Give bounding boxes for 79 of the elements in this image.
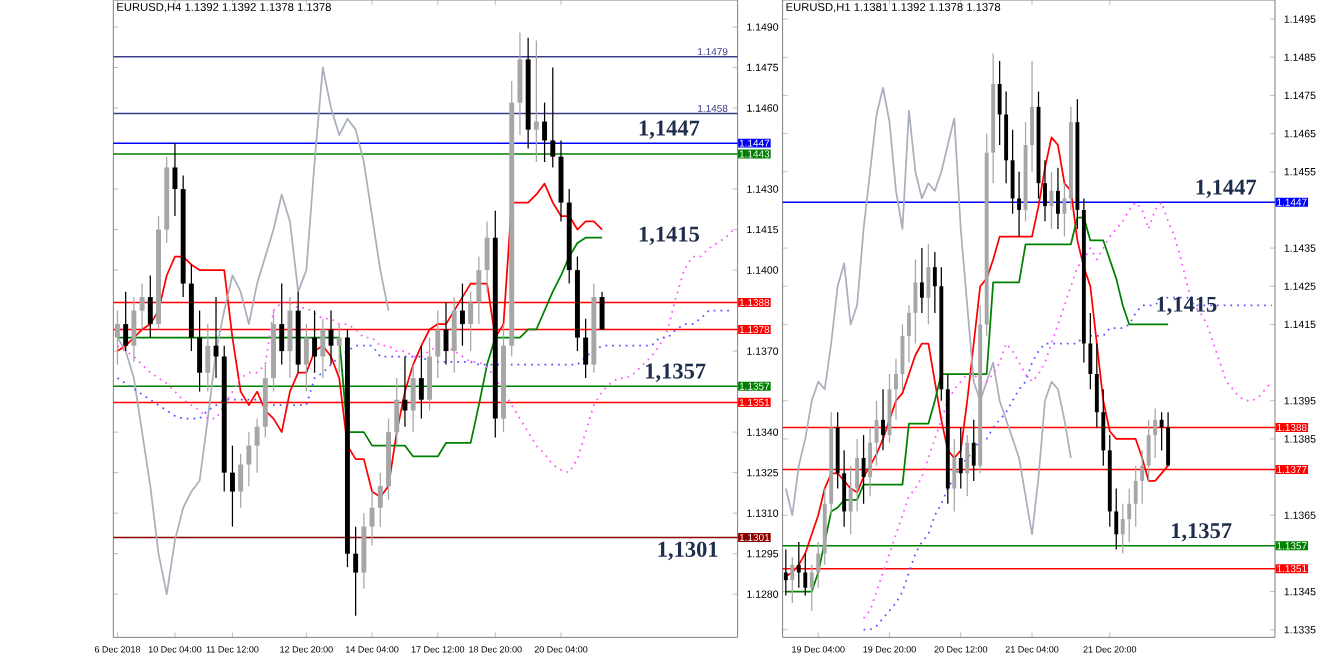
candlestick — [287, 296, 293, 380]
candlestick — [229, 445, 235, 528]
annotation: 1,1301 — [658, 542, 718, 561]
candlestick — [131, 296, 137, 363]
candlestick — [796, 541, 801, 589]
candlestick — [402, 356, 408, 428]
candlestick — [550, 67, 556, 169]
candlestick — [336, 323, 342, 374]
candlestick — [476, 256, 482, 326]
candlestick — [842, 450, 847, 528]
annotation: 1,1415 — [1157, 297, 1217, 316]
candlestick — [484, 221, 490, 293]
candlestick — [377, 472, 383, 528]
candlestick — [1062, 183, 1067, 238]
candlestick — [894, 358, 898, 421]
candlestick — [517, 32, 523, 137]
annotation: 1,1415 — [639, 227, 700, 246]
candlestick — [254, 418, 260, 474]
candlestick — [1120, 503, 1125, 555]
candlestick — [1101, 389, 1106, 467]
candlestick — [881, 389, 885, 452]
candlestick — [1114, 488, 1119, 551]
candlestick — [783, 549, 788, 597]
candlestick — [279, 283, 285, 366]
candlestick — [868, 427, 873, 498]
candlestick — [361, 512, 367, 590]
candlestick — [861, 434, 866, 505]
candlestick — [369, 491, 375, 547]
candlestick — [427, 337, 433, 412]
candlestick — [123, 291, 129, 353]
candlestick — [353, 526, 359, 617]
candlestick — [197, 310, 203, 393]
candlestick — [855, 438, 860, 513]
candlestick — [114, 310, 120, 366]
candlestick — [303, 323, 309, 393]
candlestick — [926, 244, 931, 326]
candlestick — [147, 275, 153, 339]
candlestick — [809, 564, 814, 612]
candlestick — [952, 438, 957, 513]
candlestick — [320, 318, 326, 380]
candlestick — [965, 434, 970, 498]
candlestick — [803, 553, 808, 597]
candlestick — [533, 40, 539, 164]
candlestick — [599, 291, 605, 331]
candlestick — [790, 557, 795, 605]
candlestick — [971, 419, 976, 482]
candlestick — [1094, 343, 1099, 429]
candlestick — [394, 377, 400, 447]
candlestick — [1159, 412, 1164, 452]
candlestick — [958, 427, 963, 490]
candlestick — [1043, 160, 1047, 223]
candlestick — [542, 102, 548, 164]
candlestick — [1127, 488, 1132, 544]
candlestick — [1133, 465, 1138, 528]
candlestick — [1153, 408, 1158, 460]
candlestick — [139, 283, 145, 331]
candlestick — [410, 364, 416, 434]
candlestick — [435, 310, 441, 380]
candlestick — [1140, 450, 1145, 505]
candlestick — [246, 431, 252, 488]
candlestick — [205, 323, 211, 393]
candlestick — [418, 345, 424, 420]
annotation: 1,1357 — [1172, 523, 1232, 542]
candlestick — [919, 247, 924, 315]
candlestick — [172, 142, 178, 218]
annotation: 1,1357 — [646, 364, 706, 383]
candlestick — [459, 283, 465, 347]
candlestick — [451, 296, 457, 374]
candlestick — [835, 412, 840, 490]
candlestick — [312, 310, 318, 374]
candlestick — [1166, 412, 1171, 467]
annotation: 1,1447 — [639, 120, 700, 140]
candlestick — [1056, 167, 1060, 231]
candlestick — [816, 541, 821, 589]
annotation: 1,1447 — [1196, 180, 1257, 199]
candlestick — [468, 291, 474, 353]
candlestick — [1004, 91, 1009, 185]
candlestick — [583, 318, 589, 380]
candlestick — [238, 453, 244, 509]
